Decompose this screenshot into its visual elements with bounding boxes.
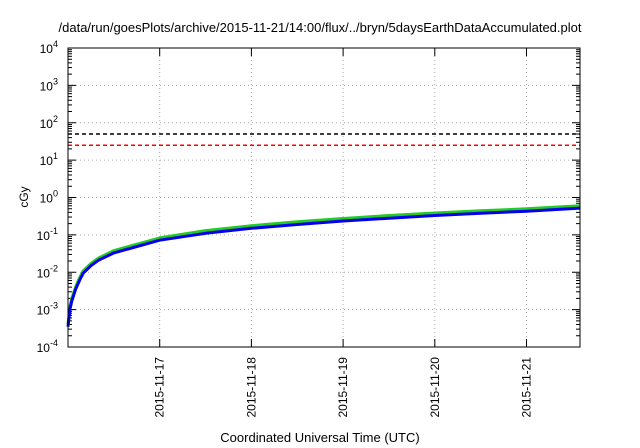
x-tick-label: 2015-11-17 [153,357,167,418]
chart-title: /data/run/goesPlots/archive/2015-11-21/1… [58,20,582,35]
y-tick-label: 100 [40,189,58,206]
y-tick-label: 101 [40,151,58,168]
y-tick-label: 10-2 [37,263,58,280]
y-tick-label: 103 [40,76,58,93]
y-tick-label: 10-3 [37,301,58,318]
x-axis-label: Coordinated Universal Time (UTC) [220,430,420,445]
y-tick-label: 10-1 [37,226,58,243]
series-line [66,206,581,327]
x-tick-label: 2015-11-18 [244,357,258,418]
x-tick-label: 2015-11-20 [428,357,442,418]
x-tick-label: 2015-11-19 [336,357,350,418]
y-tick-label: 104 [40,39,58,56]
plot-frame [67,47,581,348]
y-tick-label: 102 [40,114,58,131]
x-tick-label: 2015-11-21 [520,357,534,418]
y-tick-label: 10-4 [37,338,58,355]
